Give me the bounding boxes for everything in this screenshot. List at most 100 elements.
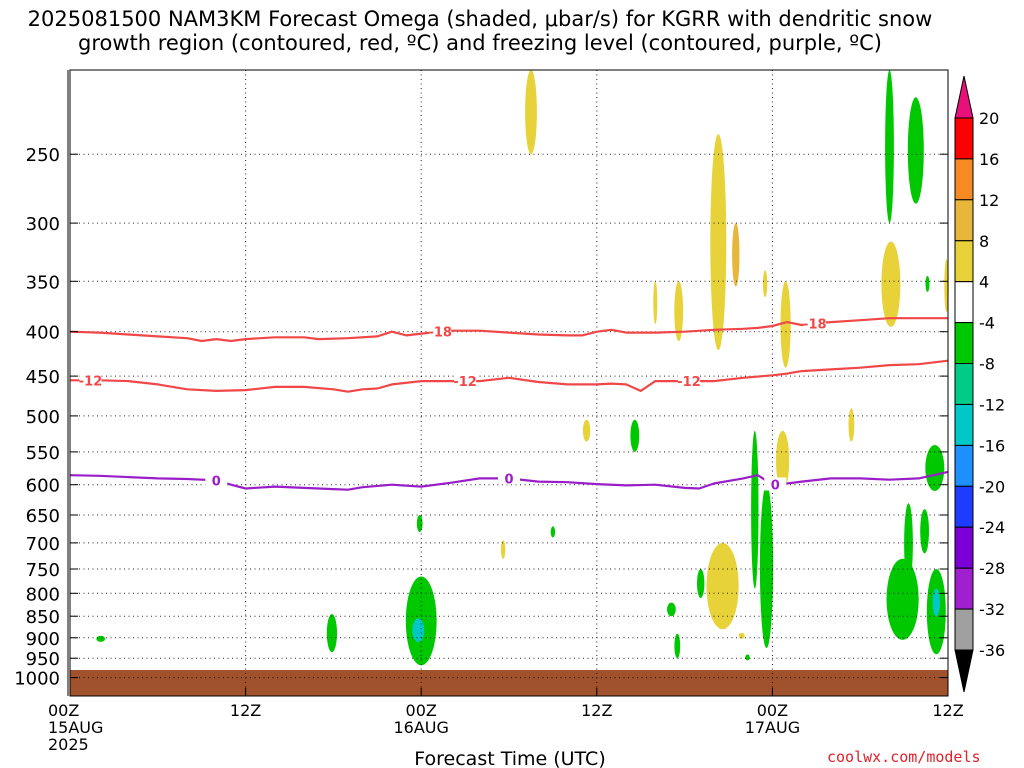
contour-label-2-2: 0 [771,479,780,494]
x-tick-label-0-2: 2025 [48,735,89,754]
colorbar-label-12: -32 [979,600,1005,619]
contours: -18 -18 -12 -12 -12 0 0 0 [69,316,949,494]
colorbar-label-4: 4 [979,273,989,292]
contour-label-0-1: -18 [803,317,827,332]
x-tick-label-12-0: 12Z [230,701,261,720]
omega-region-18 [745,654,750,661]
omega-region-35 [904,503,913,584]
omega-region-13 [697,569,705,598]
omega-region-6 [500,540,506,559]
contour-label-1-1: -12 [453,375,477,390]
y-tick-label-600: 600 [26,476,60,497]
contour-line-1 [70,359,949,393]
x-axis-label: Forecast Time (UTC) [414,748,605,768]
y-tick-label-1000: 1000 [14,669,60,690]
chart-title-line-2: growth region (contoured, red, ºC) and f… [78,31,882,55]
y-tick-label-950: 950 [26,649,60,670]
colorbar-swatch-10 [954,526,974,569]
contour-label-1-2: -12 [677,375,701,390]
watermark: coolwx.com/models [827,748,981,766]
y-tick-label-250: 250 [26,145,60,166]
colorbar-swatch-1 [954,158,974,201]
colorbar-label-2: 12 [979,191,999,210]
omega-region-1 [326,614,337,653]
colorbar: 20 16 12 8 4 -4 -8 -12 -16 -20 -24 -28 -32 -36 [954,75,1005,693]
omega-region-21 [780,281,791,368]
y-axis-tick-labels: 2503003504004505005506006507007508008509… [14,145,948,690]
omega-region-36 [738,632,745,639]
colorbar-swatch-11 [954,567,974,610]
y-tick-label-650: 650 [26,506,60,527]
y-tick-label-800: 800 [26,584,60,605]
contour-label-2-0: 0 [212,474,221,489]
colorbar-label-13: -36 [979,641,1005,660]
y-tick-label-350: 350 [26,272,60,293]
plot-frame-rect [69,69,949,697]
omega-region-16 [706,542,739,630]
omega-region-10 [667,602,676,617]
omega-region-32 [886,558,919,640]
omega-region-0 [96,635,106,642]
omega-region-4 [416,515,423,532]
contour-label-2-1: 0 [504,472,513,487]
x-tick-label-0-0: 00Z [48,701,79,720]
omega-region-22 [776,430,790,491]
y-tick-label-500: 500 [26,407,60,428]
colorbar-label-0: 20 [979,109,999,128]
omega-region-17 [732,223,740,287]
contour-label-bg-1-2 [678,374,700,388]
colorbar-label-8: -16 [979,436,1005,455]
contour-label-bg-2-0 [205,473,228,487]
omega-region-7 [550,526,556,538]
colorbar-swatch-8 [954,444,974,487]
x-tick-label-48-0: 00Z [757,701,788,720]
omega-region-27 [881,241,901,327]
omega-region-8 [582,419,591,442]
chart-title-line-1: 2025081500 NAM3KM Forecast Omega (shaded… [27,7,933,31]
colorbar-swatch-3 [954,240,974,283]
x-tick-label-0-1: 15AUG [48,718,103,737]
x-tick-label-24-1: 16AUG [393,718,448,737]
y-tick-label-400: 400 [26,323,60,344]
x-tick-label-48-1: 17AUG [745,718,800,737]
omega-region-11 [653,281,658,325]
contour-label-bg-1-1 [454,374,477,388]
colorbar-top-arrow [954,75,974,119]
colorbar-label-5: -4 [979,314,995,333]
colorbar-label-1: 16 [979,150,999,169]
contour-line-0 [69,317,948,343]
omega-region-24 [848,408,855,442]
x-tick-label-36-0: 12Z [581,701,612,720]
y-tick-label-850: 850 [26,607,60,628]
omega-region-19 [751,430,759,589]
omega-region-20 [759,484,774,649]
colorbar-label-11: -28 [979,559,1005,578]
colorbar-swatch-5 [954,322,974,365]
x-tick-label-24-0: 00Z [406,701,437,720]
y-tick-label-450: 450 [26,367,60,388]
colorbar-swatch-2 [954,199,974,242]
omega-region-25 [885,70,894,223]
colorbar-label-3: 8 [979,232,989,251]
contour-label-bg-2-1 [498,471,520,485]
colorbar-label-6: -8 [979,355,995,374]
contour-label-bg-0-0 [429,324,452,338]
y-tick-label-750: 750 [26,560,60,581]
y-tick-label-700: 700 [26,534,60,555]
plot-frame [67,69,949,697]
ground-band [70,670,948,696]
colorbar-swatch-12 [954,608,974,651]
omega-region-5 [525,70,537,155]
omega-region-9 [630,419,640,452]
colorbar-swatch-0 [954,117,974,160]
contour-label-bg-2-2 [764,477,787,491]
omega-region-15 [710,134,727,351]
omega-region-31 [925,445,945,491]
contour-label-bg-0-1 [803,316,826,330]
ground-band-rect [70,670,948,696]
omega-region-34 [932,588,940,617]
omega-region-26 [907,97,924,204]
y-tick-label-550: 550 [26,443,60,464]
